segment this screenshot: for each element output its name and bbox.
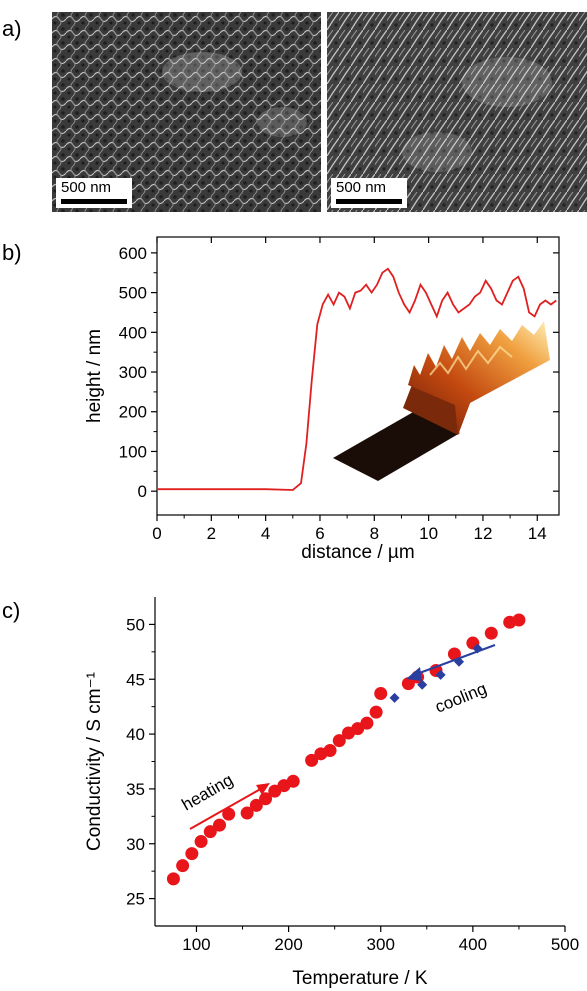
chart-c-x-tick-label: 300 xyxy=(367,935,395,954)
scale-bar-right: 500 nm xyxy=(331,178,407,208)
heating-data-point xyxy=(370,706,383,719)
chart-c-axes: 100 200 300 400 500 25 30 35 40 45 50 xyxy=(126,597,579,954)
heating-data-point xyxy=(374,687,387,700)
heating-data-point xyxy=(195,835,208,848)
chart-b-y-tick-label: 200 xyxy=(119,403,147,422)
heating-data-point xyxy=(287,775,300,788)
y-axis-label-b: height / nm xyxy=(84,329,105,423)
scale-bar-line-right xyxy=(336,199,402,204)
chart-c-x-tick-label: 400 xyxy=(459,935,487,954)
chart-b-y-tick-label: 400 xyxy=(119,323,147,342)
heating-data-point xyxy=(185,847,198,860)
heating-data-point xyxy=(213,819,226,832)
chart-b-x-tick-label: 8 xyxy=(370,524,379,543)
chart-b-x-tick-label: 14 xyxy=(528,524,547,543)
sem-image-left: 500 nm xyxy=(52,12,321,212)
x-axis-label-b: distance / µm xyxy=(301,542,414,563)
chart-b-y-tick-label: 500 xyxy=(119,284,147,303)
chart-b-y-tick-label: 100 xyxy=(119,442,147,461)
scale-bar-label-left: 500 nm xyxy=(61,180,127,196)
y-axis-label-c: Conductivity / S cm⁻¹ xyxy=(84,672,105,851)
chart-b-x-tick-label: 10 xyxy=(419,524,438,543)
chart-c-y-tick-label: 50 xyxy=(126,615,145,634)
heating-data-point xyxy=(324,744,337,757)
afm-3d-inset xyxy=(333,321,550,481)
cooling-label: cooling xyxy=(432,679,489,717)
chart-c-x-tick-label: 500 xyxy=(551,935,579,954)
scale-bar-label-right: 500 nm xyxy=(336,180,402,196)
scale-bar-line-left xyxy=(61,199,127,204)
chart-c-y-tick-label: 25 xyxy=(126,890,145,909)
chart-c-y-tick-label: 45 xyxy=(126,670,145,689)
heating-data-point xyxy=(512,614,525,627)
chart-c-x-tick-label: 200 xyxy=(274,935,302,954)
panel-label-a: a) xyxy=(2,16,22,42)
sem-image-right: 500 nm xyxy=(327,12,587,212)
heating-data-point xyxy=(167,872,180,885)
height-profile-chart: 0 2 4 6 8 10 12 14 0 100 200 300 400 500 600 distance … xyxy=(0,225,587,585)
chart-c-y-tick-label: 35 xyxy=(126,780,145,799)
chart-c-y-tick-label: 40 xyxy=(126,725,145,744)
heating-data-point xyxy=(360,717,373,730)
chart-b-y-tick-label: 300 xyxy=(119,363,147,382)
chart-c-x-tick-label: 100 xyxy=(182,935,210,954)
x-axis-label-c: Temperature / K xyxy=(292,968,427,989)
chart-b-x-tick-label: 0 xyxy=(152,524,161,543)
chart-c-y-tick-label: 30 xyxy=(126,835,145,854)
scale-bar-left: 500 nm xyxy=(56,178,132,208)
chart-b-y-tick-label: 0 xyxy=(138,482,147,501)
heating-data-point xyxy=(485,627,498,640)
chart-b-x-tick-label: 12 xyxy=(473,524,492,543)
chart-b-x-tick-label: 6 xyxy=(315,524,324,543)
chart-b-y-tick-label: 600 xyxy=(119,244,147,263)
chart-b-x-tick-label: 2 xyxy=(207,524,216,543)
chart-b-x-tick-label: 4 xyxy=(261,524,270,543)
heating-data-point xyxy=(176,859,189,872)
cooling-data-point xyxy=(390,693,400,703)
